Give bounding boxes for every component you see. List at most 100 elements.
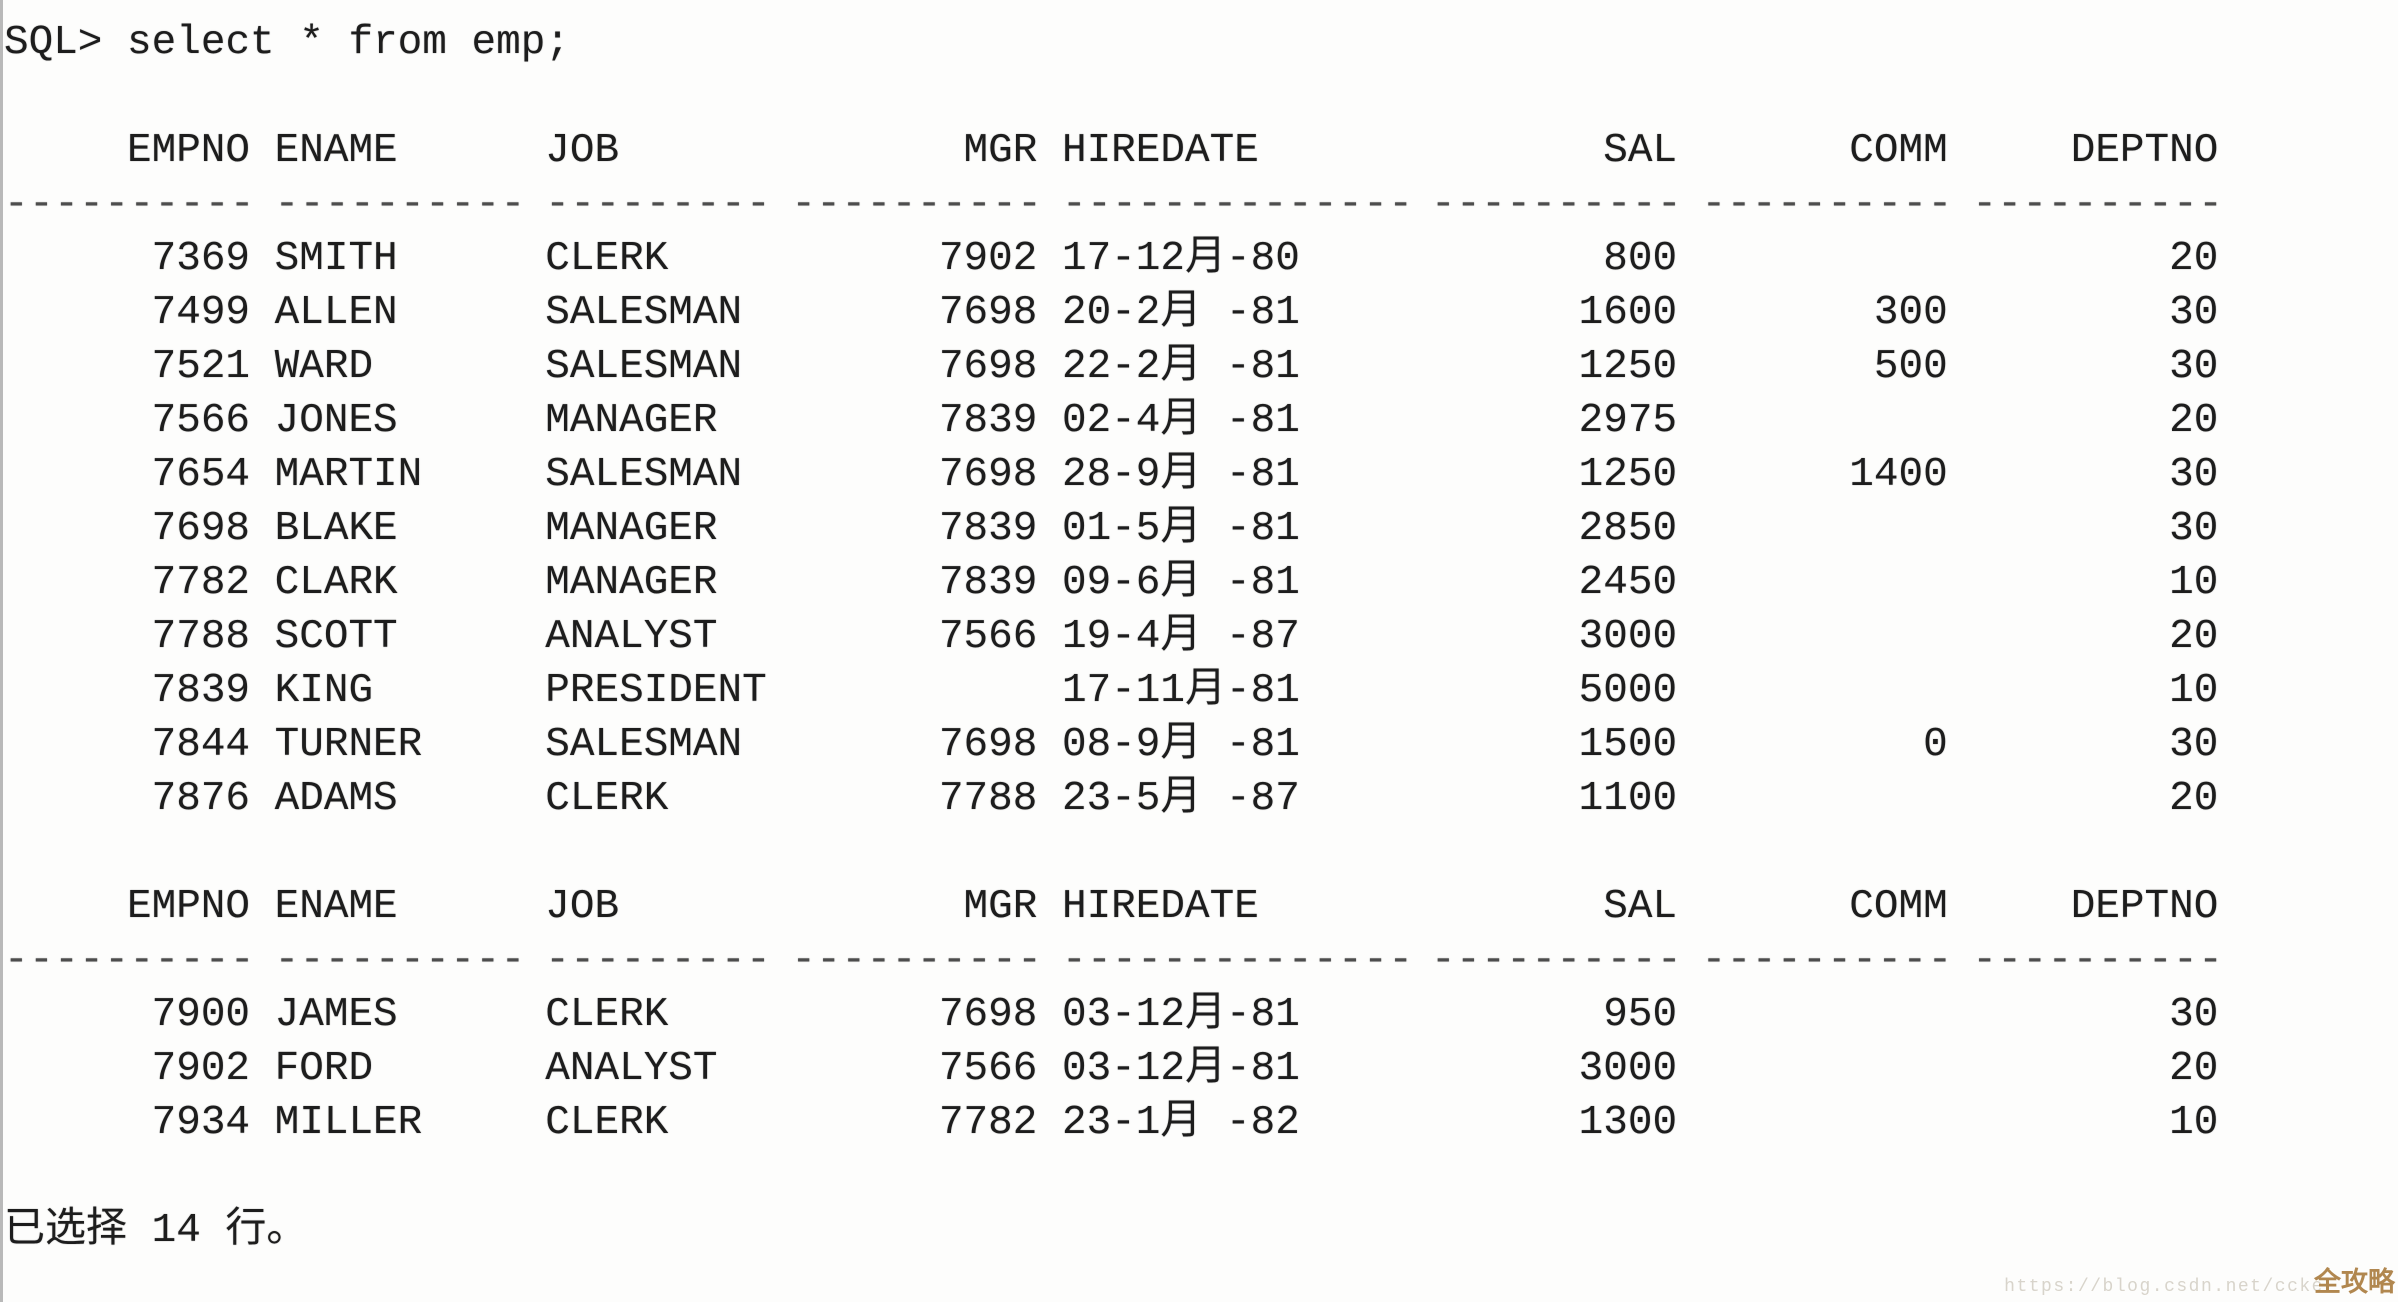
column-header-row: EMPNO ENAME JOB MGR HIREDATE SAL COMM DEPTNO <box>4 124 2398 178</box>
cell-hiredate: 08-9月 -81 <box>1061 722 1300 768</box>
cell-empno: 7900 <box>151 992 251 1038</box>
cell-deptno: 10 <box>2169 668 2219 714</box>
cell-comm: 500 <box>1873 344 1948 390</box>
separator-row: ---------- ---------- --------- ---------- -… <box>4 934 2398 988</box>
cell-job: ANALYST <box>545 614 718 660</box>
cell-deptno: 20 <box>2169 614 2219 660</box>
column-header-hiredate: HIREDATE <box>1061 128 1259 174</box>
table-row: 7876 ADAMS CLERK 7788 23-5月 -87 1100 20 <box>4 772 2398 826</box>
cell-mgr: 7566 <box>938 614 1038 660</box>
cell-deptno: 10 <box>2169 1100 2219 1146</box>
cell-deptno: 30 <box>2169 344 2219 390</box>
cell-job: SALESMAN <box>545 452 743 498</box>
cell-deptno: 30 <box>2169 722 2219 768</box>
rows-selected-text: 已选择 14 行。 <box>4 1208 308 1254</box>
separator-comm: ---------- <box>1701 938 1953 984</box>
cell-sal: 1300 <box>1578 1100 1678 1146</box>
cell-ename: KING <box>274 668 374 714</box>
cell-ename: MILLER <box>274 1100 423 1146</box>
cell-ename: SCOTT <box>274 614 398 660</box>
column-header-deptno: DEPTNO <box>2070 128 2219 174</box>
cell-job: CLERK <box>545 992 669 1038</box>
cell-mgr: 7698 <box>938 452 1038 498</box>
cell-ename: TURNER <box>274 722 423 768</box>
table-row: 7369 SMITH CLERK 7902 17-12月-80 800 20 <box>4 232 2398 286</box>
cell-empno: 7499 <box>151 290 251 336</box>
cell-hiredate: 23-1月 -82 <box>1061 1100 1300 1146</box>
cell-sal: 2975 <box>1578 398 1678 444</box>
column-header-sal: SAL <box>1603 884 1678 930</box>
table-row: 7788 SCOTT ANALYST 7566 19-4月 -87 3000 20 <box>4 610 2398 664</box>
cell-job: SALESMAN <box>545 722 743 768</box>
separator-sal: ---------- <box>1431 182 1683 228</box>
cell-hiredate: 02-4月 -81 <box>1061 398 1300 444</box>
cell-empno: 7788 <box>151 614 251 660</box>
cell-sal: 1250 <box>1578 344 1678 390</box>
cell-ename: WARD <box>274 344 374 390</box>
cell-sal: 1500 <box>1578 722 1678 768</box>
watermark-overlay-text: 全攻略 <box>2314 1267 2395 1297</box>
column-header-hiredate: HIREDATE <box>1061 884 1259 930</box>
watermark: https://blog.csdn.net/ccke 全攻略 <box>2004 1260 2395 1299</box>
separator-empno: ---------- <box>4 182 256 228</box>
table-row: 7698 BLAKE MANAGER 7839 01-5月 -81 2850 30 <box>4 502 2398 556</box>
cell-ename: JONES <box>274 398 398 444</box>
cell-hiredate: 01-5月 -81 <box>1061 506 1300 552</box>
cell-ename: ADAMS <box>274 776 398 822</box>
separator-empno: ---------- <box>4 938 256 984</box>
column-header-ename: ENAME <box>274 128 398 174</box>
table-row: 7934 MILLER CLERK 7782 23-1月 -82 1300 10 <box>4 1096 2398 1150</box>
separator-row: ---------- ---------- --------- ---------- -… <box>4 178 2398 232</box>
separator-sal: ---------- <box>1431 938 1683 984</box>
cell-job: SALESMAN <box>545 290 743 336</box>
cell-mgr: 7902 <box>938 236 1038 282</box>
cell-deptno: 30 <box>2169 506 2219 552</box>
cell-sal: 1100 <box>1578 776 1678 822</box>
cell-deptno: 20 <box>2169 236 2219 282</box>
cell-job: MANAGER <box>545 398 718 444</box>
column-header-comm: COMM <box>1849 884 1948 930</box>
cell-job: MANAGER <box>545 560 718 606</box>
cell-sal: 1600 <box>1578 290 1678 336</box>
cell-hiredate: 22-2月 -81 <box>1061 344 1300 390</box>
column-header-empno: EMPNO <box>127 884 251 930</box>
cell-hiredate: 03-12月-81 <box>1061 992 1300 1038</box>
cell-deptno: 30 <box>2169 290 2219 336</box>
cell-deptno: 20 <box>2169 398 2219 444</box>
cell-job: MANAGER <box>545 506 718 552</box>
table-row: 7521 WARD SALESMAN 7698 22-2月 -81 1250 500 30 <box>4 340 2398 394</box>
rows-selected-line: 已选择 14 行。 <box>4 1204 2398 1258</box>
cell-sal: 3000 <box>1578 1046 1678 1092</box>
table-row: 7566 JONES MANAGER 7839 02-4月 -81 2975 20 <box>4 394 2398 448</box>
cell-empno: 7698 <box>151 506 251 552</box>
cell-comm: 0 <box>1923 722 1948 768</box>
column-header-mgr: MGR <box>963 128 1038 174</box>
cell-hiredate: 19-4月 -87 <box>1061 614 1300 660</box>
cell-sal: 1250 <box>1578 452 1678 498</box>
cell-deptno: 20 <box>2169 776 2219 822</box>
cell-empno: 7902 <box>151 1046 251 1092</box>
cell-empno: 7654 <box>151 452 251 498</box>
cell-mgr: 7839 <box>938 506 1038 552</box>
cell-sal: 2850 <box>1578 506 1678 552</box>
sql-prompt: SQL> <box>4 20 128 66</box>
cell-deptno: 20 <box>2169 1046 2219 1092</box>
cell-deptno: 10 <box>2169 560 2219 606</box>
window-left-edge <box>0 0 3 1302</box>
cell-deptno: 30 <box>2169 992 2219 1038</box>
cell-hiredate: 20-2月 -81 <box>1061 290 1300 336</box>
cell-empno: 7934 <box>151 1100 251 1146</box>
cell-mgr: 7698 <box>938 992 1038 1038</box>
watermark-url-text: https://blog.csdn.net/ccke <box>2004 1277 2324 1297</box>
cell-ename: CLARK <box>274 560 398 606</box>
separator-mgr: ---------- <box>791 938 1043 984</box>
cell-ename: SMITH <box>274 236 398 282</box>
column-header-row: EMPNO ENAME JOB MGR HIREDATE SAL COMM DEPTNO <box>4 880 2398 934</box>
separator-deptno: ---------- <box>1972 938 2224 984</box>
separator-hiredate: -------------- <box>1061 938 1414 984</box>
cell-empno: 7839 <box>151 668 251 714</box>
cell-mgr: 7788 <box>938 776 1038 822</box>
separator-hiredate: -------------- <box>1061 182 1414 228</box>
cell-mgr: 7839 <box>938 398 1038 444</box>
